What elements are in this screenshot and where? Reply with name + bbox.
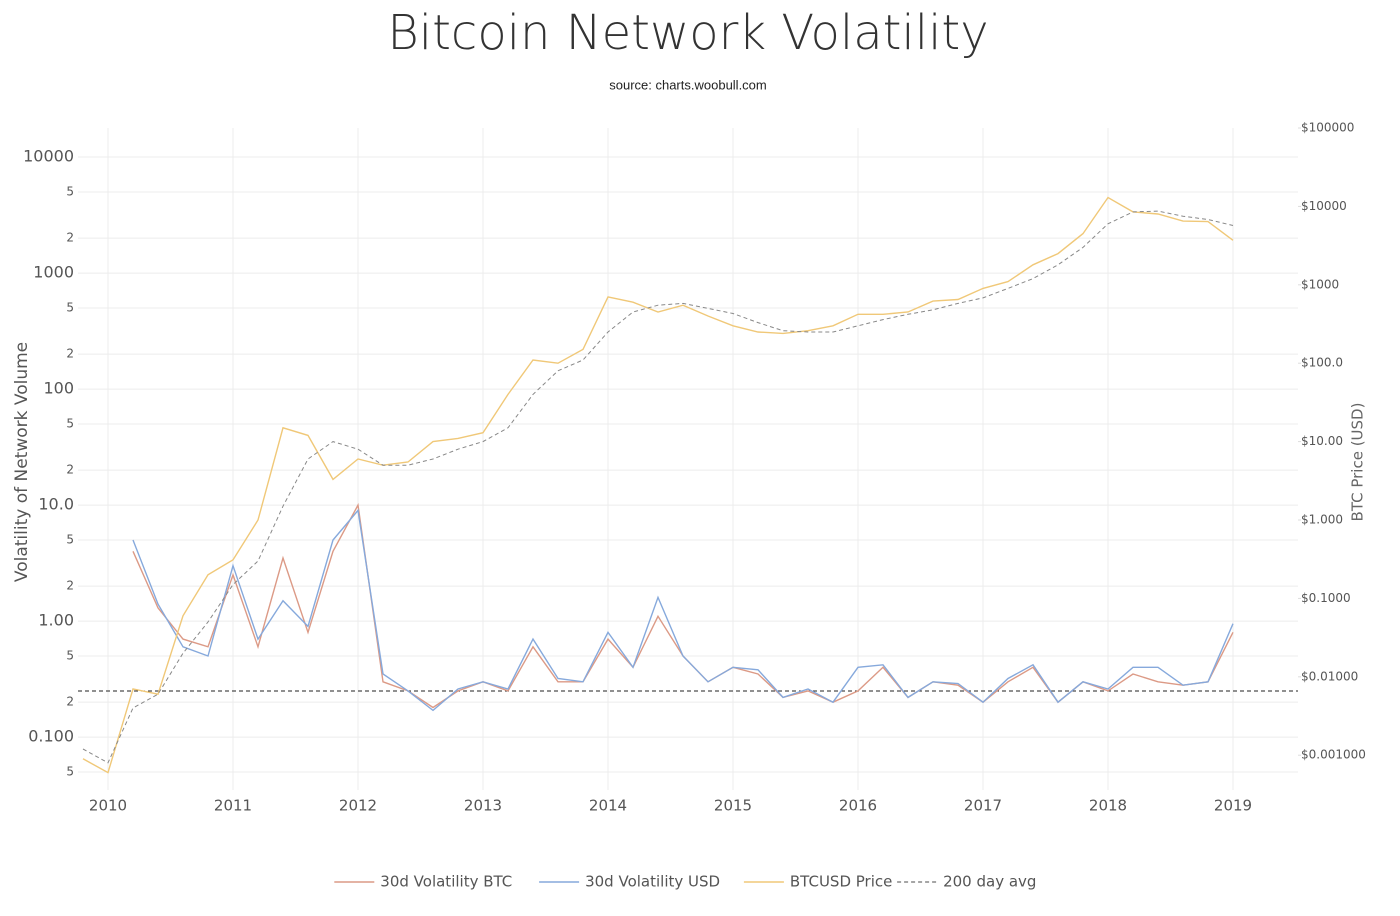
- y-axis-label: Volatility of Network Volume: [12, 342, 32, 582]
- legend-item: 30d Volatility USD: [539, 873, 720, 891]
- y-tick-label: 100: [43, 379, 74, 398]
- series-line: [82, 210, 1234, 764]
- y-tick-label: 5: [66, 416, 74, 430]
- legend-label: BTCUSD Price: [790, 873, 892, 891]
- legend-item: BTCUSD Price: [743, 873, 892, 891]
- x-tick-label: 2015: [714, 797, 752, 815]
- y-tick-label: 10000: [23, 147, 74, 166]
- legend-label: 30d Volatility BTC: [380, 873, 512, 891]
- x-tick-label: 2014: [589, 797, 627, 815]
- y2-tick-label: $10.00: [1301, 434, 1343, 448]
- legend-label: 200 day avg: [943, 873, 1036, 891]
- y-tick-label: 5: [66, 765, 74, 779]
- y2-tick-label: $100000: [1301, 121, 1354, 135]
- y2-axis-label: BTC Price (USD): [1349, 403, 1367, 522]
- y2-tick-label: $1000: [1301, 277, 1339, 291]
- y-tick-label: 5: [66, 184, 74, 198]
- x-tick-label: 2013: [464, 797, 502, 815]
- y-tick-label: 10.0: [38, 495, 74, 514]
- y-tick-label: 5: [66, 300, 74, 314]
- legend-item: 30d Volatility BTC: [334, 873, 512, 891]
- y-tick-label: 2: [66, 231, 74, 245]
- y-tick-label: 2: [66, 463, 74, 477]
- y2-tick-label: $10000: [1301, 199, 1347, 213]
- series-line: [82, 196, 1234, 774]
- x-tick-label: 2016: [839, 797, 877, 815]
- y-tick-label: 1000: [33, 263, 74, 282]
- legend-label: 30d Volatility USD: [585, 873, 720, 891]
- y-tick-label: 2: [66, 579, 74, 593]
- x-tick-label: 2018: [1089, 797, 1127, 815]
- y2-tick-label: $1.000: [1301, 513, 1343, 527]
- legend-item: 200 day avg: [897, 873, 1036, 891]
- y2-tick-label: $0.1000: [1301, 591, 1351, 605]
- y-tick-label: 2: [66, 695, 74, 709]
- y-tick-label: 2: [66, 347, 74, 361]
- chart-subtitle: source: charts.woobull.com: [609, 77, 767, 92]
- y-tick-label: 5: [66, 649, 74, 663]
- y2-tick-label: $0.001000: [1301, 748, 1366, 762]
- y-tick-label: 1.00: [38, 611, 74, 630]
- x-tick-label: 2019: [1214, 797, 1252, 815]
- y2-tick-label: $100.0: [1301, 356, 1343, 370]
- chart-title: Bitcoin Network Volatility: [387, 5, 988, 61]
- y-tick-label: 0.100: [28, 727, 74, 746]
- series-line: [132, 502, 1234, 709]
- x-tick-label: 2011: [214, 797, 252, 815]
- x-tick-label: 2010: [89, 797, 127, 815]
- series-line: [132, 508, 1234, 712]
- x-tick-label: 2012: [339, 797, 377, 815]
- y2-tick-label: $0.01000: [1301, 669, 1358, 683]
- x-tick-label: 2017: [964, 797, 1002, 815]
- y-tick-label: 5: [66, 533, 74, 547]
